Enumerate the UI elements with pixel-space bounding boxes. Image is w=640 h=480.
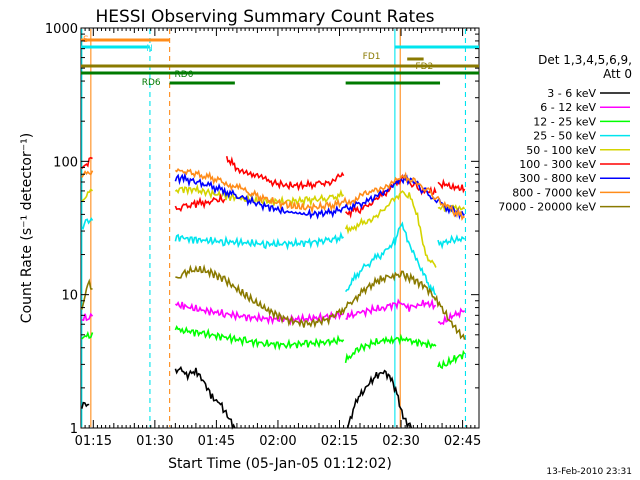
y-tick-label: 10 [61, 289, 78, 304]
legend-label: 300 - 800 keV [519, 172, 596, 185]
series-group [81, 156, 466, 430]
x-tick-label: 01:45 [198, 434, 235, 449]
x-tick-label: 02:30 [382, 434, 419, 449]
legend-label: 50 - 100 keV [526, 144, 596, 157]
flag-label: RD6 [142, 78, 161, 88]
series-line [81, 312, 94, 322]
axes: 1 10 100 1000 01:15 01:30 01:45 02:00 02:15 02:30… [45, 22, 481, 449]
legend-header-line2: Att 0 [603, 67, 632, 81]
observing-flags: S N FD1 FD2 RD0 RD6 [81, 35, 479, 88]
series-line [174, 183, 345, 208]
series-line [81, 217, 94, 230]
flag-label: RD0 [175, 70, 194, 80]
series-line [344, 221, 437, 296]
series-line [225, 156, 345, 192]
series-line [437, 349, 466, 370]
flag-label: S [83, 35, 89, 45]
y-tick-label: 1000 [45, 22, 78, 37]
series-line [175, 264, 466, 340]
series-line [81, 156, 93, 170]
series-line [437, 307, 466, 326]
legend-label: 12 - 25 keV [533, 115, 596, 128]
y-tick-label: 100 [53, 155, 78, 170]
flag-label: FD2 [415, 62, 433, 72]
legend-label: 3 - 6 keV [547, 87, 596, 100]
series-line [174, 231, 344, 251]
series-line [174, 365, 236, 430]
legend-label: 25 - 50 keV [533, 130, 596, 143]
series-line [174, 193, 226, 213]
legend-header-line1: Det 1,3,4,5,6,9, [538, 53, 632, 67]
series-line [81, 401, 90, 409]
x-tick-label: 02:15 [321, 434, 358, 449]
x-tick-label: 02:45 [444, 434, 481, 449]
x-axis-label: Start Time (05-Jan-05 01:12:02) [168, 456, 392, 472]
footer-date: 13-Feb-2010 23:31 [546, 467, 632, 477]
series-line [437, 234, 466, 250]
series-line [344, 190, 437, 268]
legend-label: 100 - 300 keV [519, 158, 596, 171]
series-line [174, 301, 344, 326]
y-axis-label: Count Rate (s⁻¹ detector⁻¹) [19, 133, 35, 323]
x-tick-label: 02:00 [259, 434, 296, 449]
series-line [174, 172, 465, 220]
chart-title: HESSI Observing Summary Count Rates [95, 7, 434, 27]
series-line [344, 333, 437, 364]
x-tick-label: 01:30 [136, 434, 173, 449]
flag-label: N [146, 44, 153, 54]
legend-label: 7000 - 20000 keV [498, 201, 596, 214]
series-line [174, 325, 345, 351]
x-tick-label: 01:15 [75, 434, 112, 449]
series-line [174, 167, 466, 221]
plot-area-border [80, 27, 480, 429]
y-tick-label: 1 [70, 422, 78, 437]
series-line [81, 278, 93, 310]
plot-frame [80, 27, 480, 429]
legend-label: 800 - 7000 keV [512, 186, 596, 199]
series-line [346, 369, 413, 429]
flag-label: FD1 [363, 52, 381, 62]
legend-label: 6 - 12 keV [540, 101, 596, 114]
series-line [81, 188, 94, 202]
series-line [81, 330, 94, 340]
series-line [437, 178, 466, 194]
series-line [345, 297, 437, 321]
